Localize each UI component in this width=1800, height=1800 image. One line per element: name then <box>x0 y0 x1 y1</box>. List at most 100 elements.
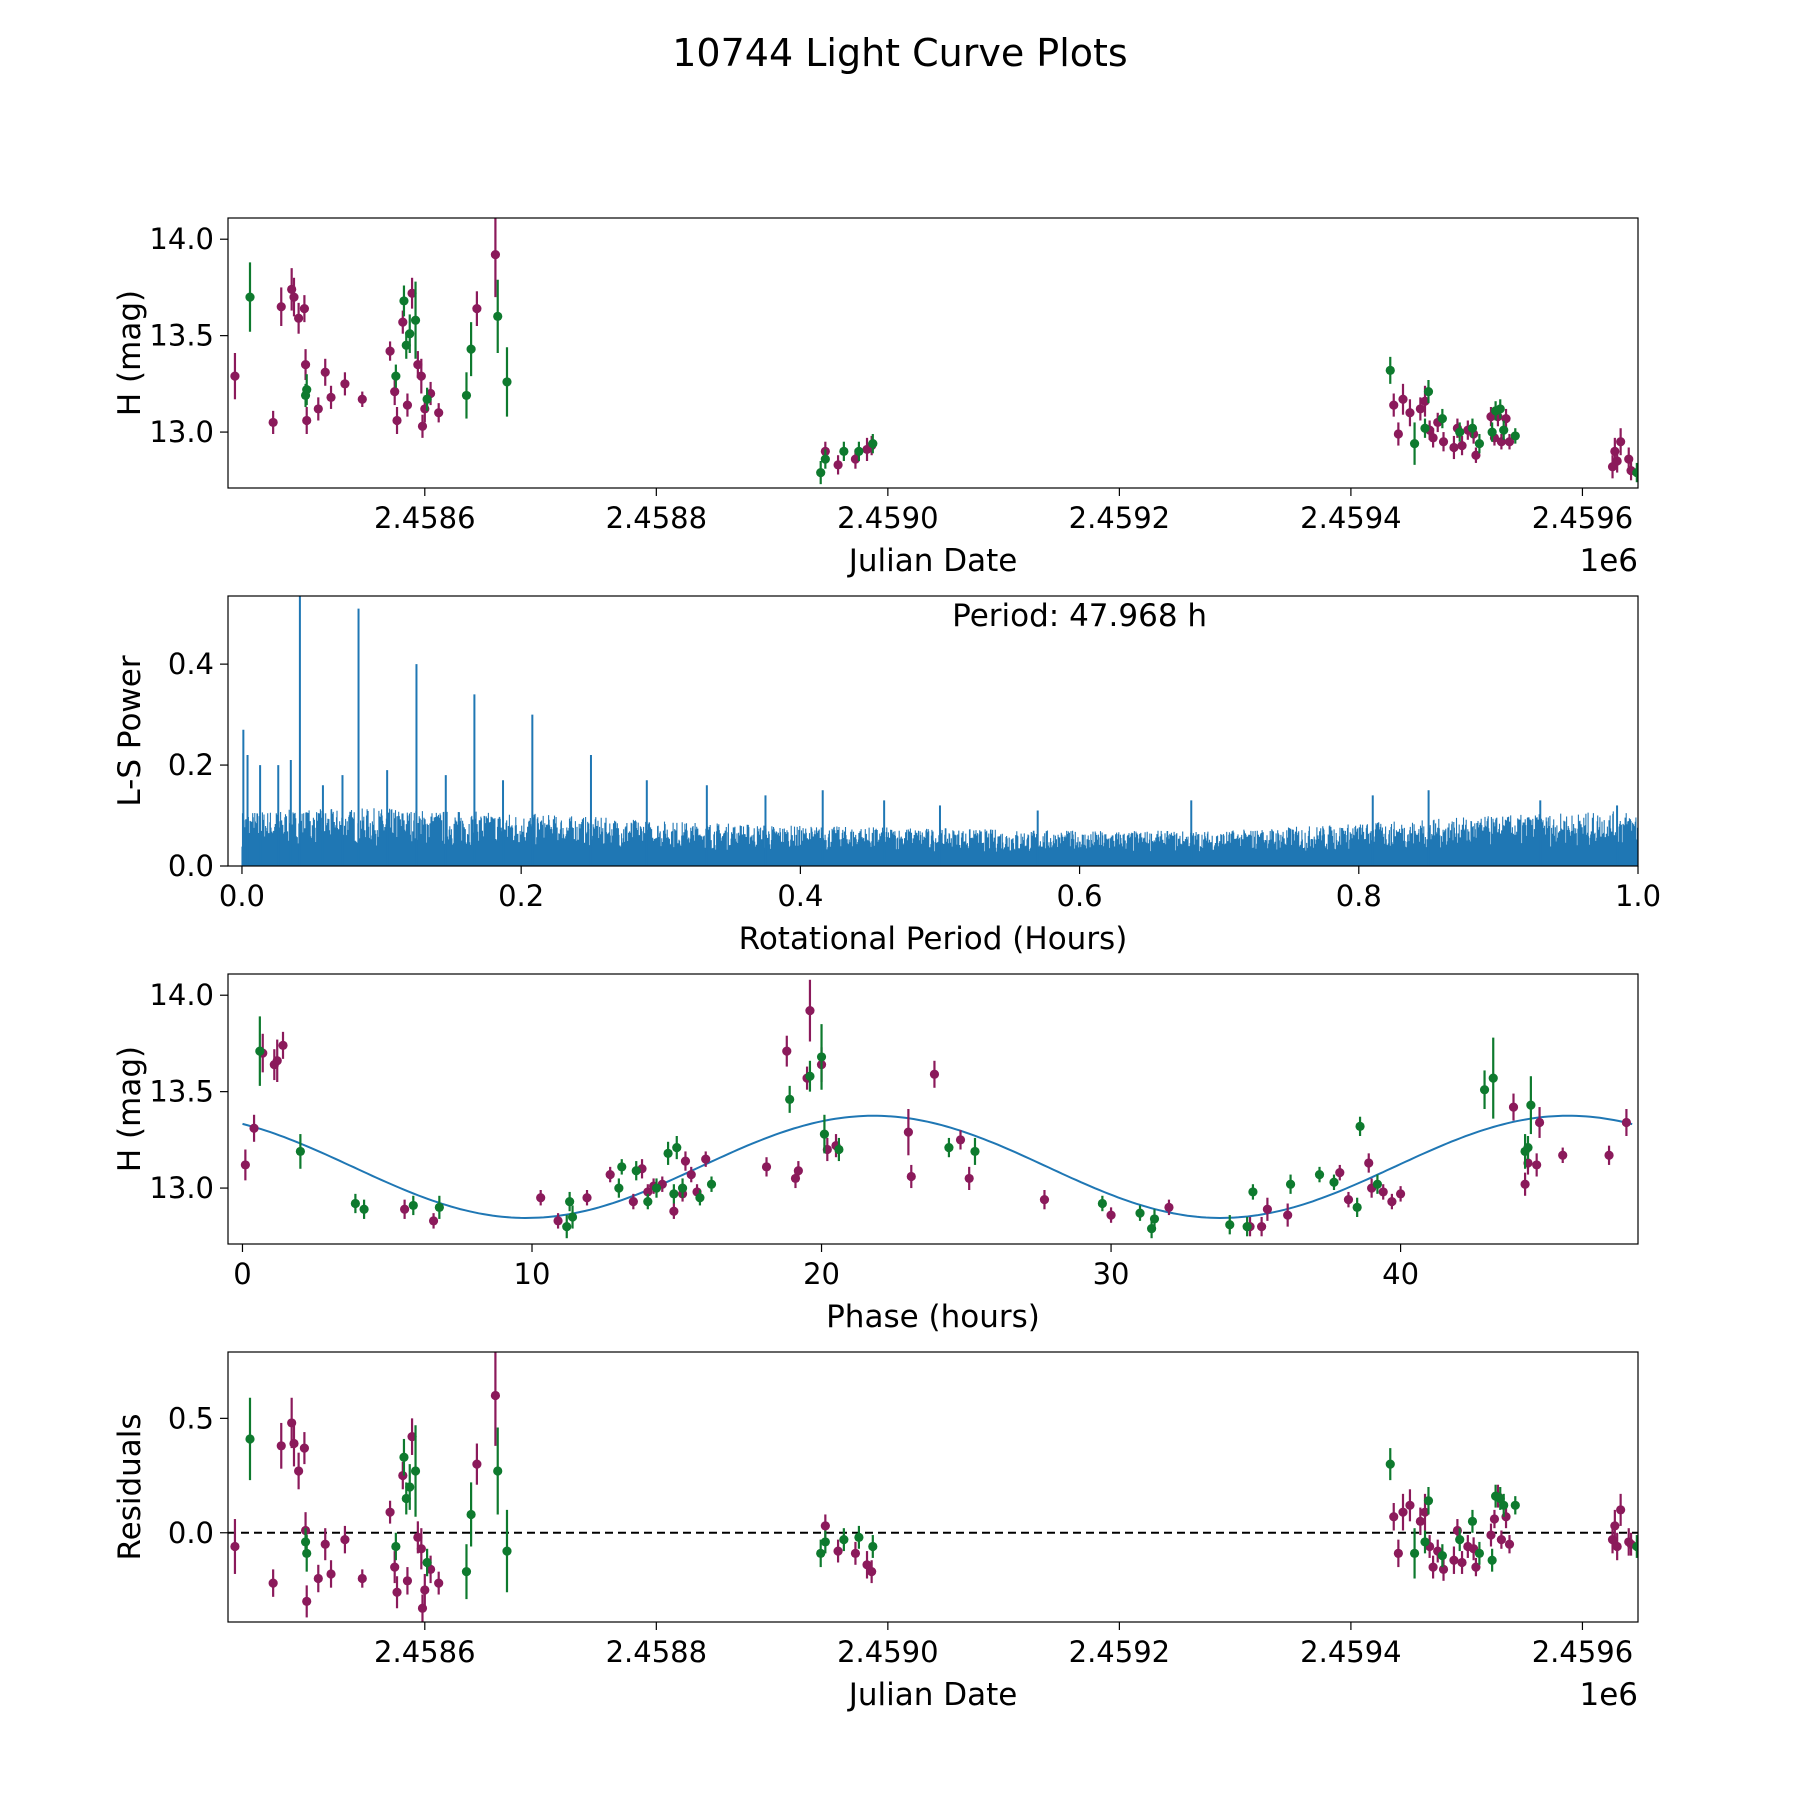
data-point <box>1283 1210 1293 1220</box>
y-axis-label: H (mag) <box>112 290 148 416</box>
data-point <box>1415 404 1425 414</box>
data-point <box>643 1187 653 1197</box>
x-tick-label: 2.4596 <box>1532 1635 1633 1669</box>
data-point <box>268 417 278 428</box>
data-point <box>567 1212 578 1222</box>
data-point <box>706 1179 717 1189</box>
data-point <box>422 394 432 404</box>
x-tick-label: 2.4586 <box>374 1635 475 1669</box>
data-point <box>820 454 830 464</box>
data-point <box>1335 1168 1345 1178</box>
data-point <box>255 1046 265 1056</box>
data-point <box>472 1459 482 1469</box>
data-point <box>944 1142 954 1153</box>
data-point <box>272 1056 282 1066</box>
data-point <box>416 371 426 381</box>
data-point <box>867 1567 877 1577</box>
data-point <box>605 1169 615 1180</box>
data-point <box>617 1162 627 1172</box>
y-tick-label: 0.5 <box>168 1401 214 1435</box>
data-point <box>868 1541 878 1552</box>
data-point <box>289 292 299 302</box>
x-tick-label: 20 <box>803 1257 840 1291</box>
data-point <box>289 1438 299 1449</box>
y-axis-label: Residuals <box>112 1413 148 1560</box>
data-point <box>955 1135 966 1145</box>
data-point <box>402 1576 413 1586</box>
data-point <box>1405 1500 1415 1510</box>
data-point <box>340 1535 350 1545</box>
data-point <box>392 415 402 426</box>
data-point <box>680 1156 691 1166</box>
data-point <box>302 1548 312 1558</box>
data-point <box>1423 386 1434 397</box>
data-point <box>410 1466 421 1476</box>
x-tick-label: 1.0 <box>1615 879 1661 913</box>
data-point <box>1632 1541 1638 1552</box>
data-point <box>420 1585 430 1595</box>
data-point <box>413 1532 423 1542</box>
data-point <box>1257 1222 1267 1232</box>
data-point <box>249 1123 259 1133</box>
x-tick-label: 2.4594 <box>1300 501 1401 535</box>
series-purple <box>230 1352 1636 1622</box>
x-axis-label: Rotational Period (Hours) <box>739 921 1128 957</box>
data-point <box>1262 1204 1273 1214</box>
data-point <box>1486 1530 1496 1540</box>
data-point <box>490 250 501 260</box>
y-tick-label: 14.0 <box>149 222 214 256</box>
data-point <box>1285 1179 1296 1189</box>
series-purple <box>240 979 1632 1237</box>
data-point <box>631 1166 641 1176</box>
y-tick-label: 13.0 <box>149 415 214 449</box>
panel-lc: 2.4586 2.4588 2.4590 2.4592 2.4594 2.4596 13.0… <box>112 217 1639 579</box>
data-point <box>434 408 444 418</box>
data-point <box>416 1544 426 1554</box>
data-point <box>413 359 423 370</box>
y-tick-label: 0.2 <box>168 748 214 782</box>
data-point <box>502 1546 512 1556</box>
data-point <box>1225 1220 1235 1230</box>
data-point <box>1489 1514 1500 1524</box>
data-point <box>1389 400 1399 410</box>
data-point <box>313 1573 323 1584</box>
data-point <box>614 1183 624 1193</box>
data-point <box>906 1171 916 1182</box>
data-point <box>399 1452 409 1462</box>
x-tick-label: 2.4590 <box>837 1635 938 1669</box>
data-point <box>385 1507 395 1517</box>
data-point <box>398 317 408 327</box>
x-axis-label: Julian Date <box>847 543 1018 579</box>
data-point <box>816 1052 827 1062</box>
data-point <box>230 1541 240 1552</box>
data-point <box>299 1443 310 1453</box>
data-point <box>1449 1555 1459 1565</box>
data-point <box>350 1198 360 1209</box>
data-point <box>428 1216 439 1226</box>
data-point <box>299 304 310 314</box>
data-point <box>820 1521 830 1531</box>
y-tick-label: 13.0 <box>149 1171 214 1205</box>
data-point <box>1428 433 1438 443</box>
data-point <box>405 1482 415 1492</box>
data-point <box>230 371 240 381</box>
data-point <box>862 1560 872 1570</box>
x-tick-label: 2.4590 <box>837 501 938 535</box>
data-point <box>1039 1195 1050 1205</box>
data-point <box>1457 1557 1467 1568</box>
series-green <box>255 1016 1536 1239</box>
data-point <box>839 1535 849 1545</box>
data-point <box>1423 1496 1434 1506</box>
data-point <box>1387 1196 1397 1207</box>
axes-frame <box>227 973 1639 1245</box>
data-point <box>1364 1158 1374 1168</box>
data-point <box>502 377 512 387</box>
period-annotation: Period: 47.968 h <box>952 598 1207 634</box>
data-point <box>1438 437 1449 447</box>
data-point <box>1242 1222 1252 1232</box>
data-point <box>1612 1541 1622 1552</box>
data-point <box>1398 1507 1408 1517</box>
plot-area <box>228 1352 1638 1622</box>
x-axis-label: Phase (hours) <box>826 1299 1040 1335</box>
